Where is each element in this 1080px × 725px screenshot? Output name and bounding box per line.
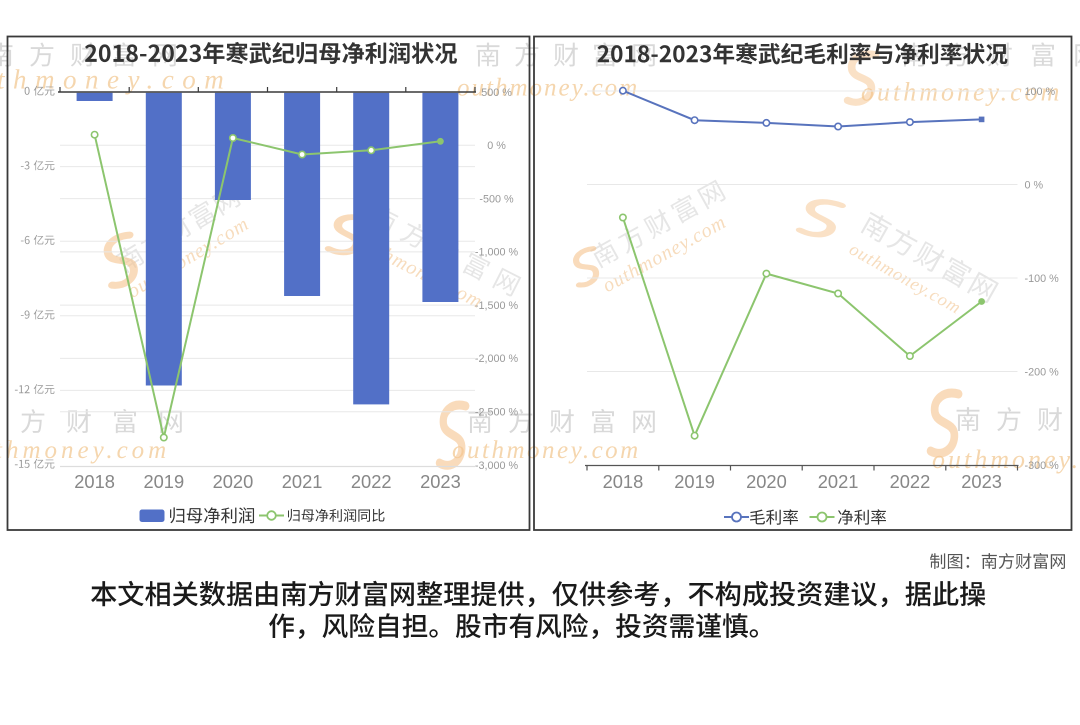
svg-text:-1,000 %: -1,000 % — [475, 247, 519, 259]
svg-text:2023: 2023 — [420, 471, 461, 492]
svg-text:outhmoney.com: outhmoney.com — [452, 437, 641, 464]
svg-text:outhmoney.com: outhmoney.com — [457, 75, 639, 102]
svg-text:outhmoney.com: outhmoney.com — [932, 445, 1080, 474]
svg-text:2018: 2018 — [603, 471, 644, 492]
svg-text:outhmoney.com: outhmoney.com — [861, 78, 1062, 107]
svg-text:2019: 2019 — [674, 471, 715, 492]
svg-text:2021: 2021 — [282, 471, 323, 492]
svg-text:outhmoney.com: outhmoney.com — [0, 437, 170, 464]
svg-text:2022: 2022 — [351, 471, 392, 492]
svg-text:-2,500 %: -2,500 % — [475, 407, 519, 419]
svg-text:-500 %: -500 % — [479, 193, 514, 205]
svg-text:-300 %: -300 % — [1025, 460, 1060, 472]
svg-text:-2,000 %: -2,000 % — [475, 353, 519, 365]
svg-text:0 %: 0 % — [1025, 179, 1044, 191]
svg-text:-200 %: -200 % — [1025, 366, 1060, 378]
svg-text:2022: 2022 — [890, 471, 931, 492]
svg-text:outhmoney.com: outhmoney.com — [0, 65, 232, 95]
svg-text:2021: 2021 — [818, 471, 859, 492]
svg-text:2019: 2019 — [143, 471, 184, 492]
svg-text:2020: 2020 — [213, 471, 254, 492]
svg-text:2020: 2020 — [746, 471, 787, 492]
svg-text:100 %: 100 % — [1025, 86, 1056, 98]
svg-text:0 %: 0 % — [487, 140, 506, 152]
svg-text:2023: 2023 — [961, 471, 1002, 492]
svg-text:-100 %: -100 % — [1025, 273, 1060, 285]
svg-text:-1,500 %: -1,500 % — [475, 300, 519, 312]
svg-text:500 %: 500 % — [481, 87, 512, 99]
svg-text:2018: 2018 — [74, 471, 115, 492]
svg-text:-3,000 %: -3,000 % — [475, 460, 519, 472]
